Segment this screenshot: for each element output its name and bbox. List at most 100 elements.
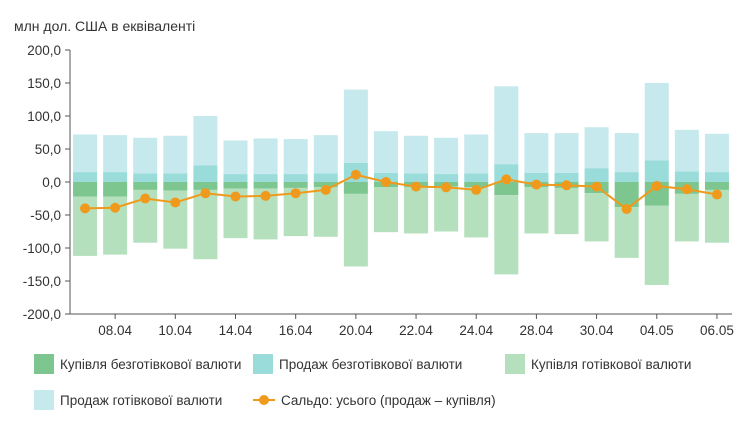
bar-cash-purchase[interactable]: [373, 187, 398, 233]
legend-swatch-cash-purchase: [505, 354, 525, 374]
bar-noncash-purchase[interactable]: [253, 182, 278, 189]
bar-cash-purchase[interactable]: [404, 187, 429, 234]
bar-noncash-sale[interactable]: [133, 173, 158, 182]
bar-cash-sale[interactable]: [404, 135, 429, 174]
bar-noncash-sale[interactable]: [434, 174, 459, 182]
legend-item-cash-purchase[interactable]: Купівля готівкової валюти: [505, 354, 691, 374]
bar-noncash-purchase[interactable]: [313, 182, 338, 188]
legend-item-balance[interactable]: Сальдо: усього (продаж – купівля): [253, 390, 496, 410]
balance-point[interactable]: [200, 188, 211, 199]
bar-noncash-sale[interactable]: [704, 172, 729, 182]
bar-noncash-sale[interactable]: [494, 164, 519, 182]
bar-noncash-sale[interactable]: [283, 174, 308, 182]
bar-cash-purchase[interactable]: [614, 207, 639, 258]
balance-point[interactable]: [260, 190, 271, 201]
bar-cash-sale[interactable]: [674, 129, 699, 172]
bar-cash-sale[interactable]: [434, 137, 459, 175]
bar-cash-sale[interactable]: [704, 133, 729, 173]
bar-noncash-sale[interactable]: [253, 174, 278, 182]
bar-cash-sale[interactable]: [253, 138, 278, 175]
bar-cash-sale[interactable]: [133, 137, 158, 174]
bar-cash-sale[interactable]: [464, 134, 489, 174]
balance-point[interactable]: [471, 184, 482, 195]
legend-item-noncash-sale[interactable]: Продаж безготівкової валюти: [253, 354, 462, 374]
bar-noncash-sale[interactable]: [223, 174, 248, 182]
bar-noncash-purchase[interactable]: [283, 182, 308, 188]
bar-noncash-sale[interactable]: [584, 168, 609, 182]
bar-cash-purchase[interactable]: [584, 193, 609, 242]
bar-cash-sale[interactable]: [343, 89, 368, 163]
bar-noncash-purchase[interactable]: [163, 182, 188, 191]
bar-noncash-sale[interactable]: [163, 173, 188, 182]
balance-point[interactable]: [591, 181, 602, 192]
balance-point[interactable]: [411, 181, 422, 192]
bar-noncash-sale[interactable]: [193, 165, 218, 183]
bar-noncash-purchase[interactable]: [343, 182, 368, 194]
bar-cash-sale[interactable]: [584, 127, 609, 169]
balance-point[interactable]: [320, 184, 331, 195]
legend-item-cash-sale[interactable]: Продаж готівкової валюти: [34, 390, 222, 410]
bar-cash-sale[interactable]: [163, 135, 188, 174]
bar-noncash-sale[interactable]: [103, 172, 128, 182]
bar-cash-purchase[interactable]: [434, 186, 459, 232]
balance-point[interactable]: [350, 169, 361, 180]
bar-noncash-sale[interactable]: [554, 172, 579, 182]
bar-cash-sale[interactable]: [644, 83, 669, 161]
balance-point[interactable]: [290, 188, 301, 199]
bar-noncash-sale[interactable]: [644, 160, 669, 182]
bar-cash-purchase[interactable]: [343, 193, 368, 267]
bar-noncash-sale[interactable]: [313, 173, 338, 182]
bar-noncash-sale[interactable]: [524, 172, 549, 182]
balance-point[interactable]: [110, 202, 121, 213]
balance-point[interactable]: [651, 180, 662, 191]
bar-cash-sale[interactable]: [73, 134, 98, 173]
bar-noncash-sale[interactable]: [73, 172, 98, 182]
bar-cash-sale[interactable]: [524, 133, 549, 173]
bar-noncash-sale[interactable]: [674, 171, 699, 182]
bar-noncash-purchase[interactable]: [223, 182, 248, 189]
bar-cash-sale[interactable]: [103, 135, 128, 173]
bar-cash-purchase[interactable]: [313, 187, 338, 237]
bar-cash-sale[interactable]: [193, 116, 218, 166]
balance-point[interactable]: [561, 180, 572, 191]
balance-point[interactable]: [140, 193, 151, 204]
bar-cash-purchase[interactable]: [554, 187, 579, 235]
bar-noncash-purchase[interactable]: [704, 182, 729, 190]
bar-cash-purchase[interactable]: [494, 195, 519, 275]
legend-item-noncash-purchase[interactable]: Купівля безготівкової валюти: [34, 354, 241, 374]
balance-point[interactable]: [681, 184, 692, 195]
bar-noncash-purchase[interactable]: [193, 182, 218, 190]
bar-cash-purchase[interactable]: [644, 205, 669, 285]
balance-point[interactable]: [441, 182, 452, 193]
bar-cash-sale[interactable]: [554, 133, 579, 173]
bar-cash-sale[interactable]: [373, 131, 398, 173]
balance-point[interactable]: [621, 204, 632, 215]
balance-point[interactable]: [170, 197, 181, 208]
bar-cash-sale[interactable]: [223, 140, 248, 175]
bar-noncash-purchase[interactable]: [644, 182, 669, 206]
bar-noncash-purchase[interactable]: [494, 182, 519, 196]
bar-cash-sale[interactable]: [283, 139, 308, 175]
balance-point[interactable]: [380, 177, 391, 187]
bar-noncash-purchase[interactable]: [103, 182, 128, 197]
bar-cash-purchase[interactable]: [524, 187, 549, 234]
bar-noncash-purchase[interactable]: [133, 182, 158, 190]
bar-noncash-sale[interactable]: [464, 173, 489, 182]
x-tick-label: 30.04: [580, 323, 614, 338]
balance-point[interactable]: [230, 191, 241, 202]
balance-point[interactable]: [80, 203, 91, 214]
bar-noncash-purchase[interactable]: [73, 182, 98, 197]
balance-point[interactable]: [711, 189, 722, 200]
bar-cash-sale[interactable]: [614, 133, 639, 173]
balance-point[interactable]: [531, 179, 542, 190]
x-tick-label: 22.04: [399, 323, 433, 338]
bar-cash-purchase[interactable]: [193, 189, 218, 260]
balance-point[interactable]: [501, 174, 512, 185]
bar-noncash-purchase[interactable]: [464, 182, 489, 188]
bar-cash-sale[interactable]: [313, 135, 338, 174]
bar-cash-sale[interactable]: [494, 86, 519, 165]
bar-noncash-sale[interactable]: [404, 173, 429, 182]
bar-cash-purchase[interactable]: [464, 187, 489, 238]
bar-cash-purchase[interactable]: [674, 193, 699, 242]
bar-noncash-sale[interactable]: [614, 172, 639, 182]
